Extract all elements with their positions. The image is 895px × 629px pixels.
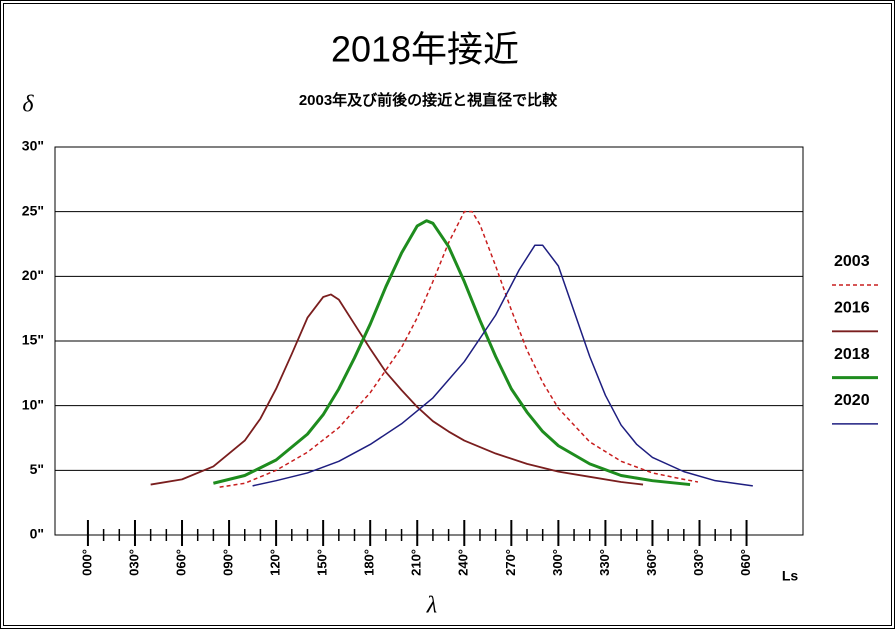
frame-inner <box>3 3 892 626</box>
y-tick-label: 20" <box>22 267 44 283</box>
x-tick-label: 360° <box>644 549 659 576</box>
x-tick-label: 330° <box>597 549 612 576</box>
y-tick-label: 30" <box>22 138 44 154</box>
series-line <box>150 293 644 486</box>
y-tick-label: 15" <box>22 332 44 348</box>
x-tick-label: 210° <box>409 549 424 576</box>
legend-label: 2018 <box>834 346 870 363</box>
x-tick-label: 120° <box>268 549 283 576</box>
x-tick-label: 240° <box>456 549 471 576</box>
legend-label: 2020 <box>834 392 870 409</box>
legend-label: 2003 <box>834 253 870 270</box>
x-tick-label: 180° <box>362 549 377 576</box>
x-tick-label: 000° <box>79 549 94 576</box>
x-tick-label: 150° <box>315 549 330 576</box>
chart-subtitle: 2003年及び前後の接近と視直径で比較 <box>299 91 558 109</box>
x-unit-label: Ls <box>782 568 799 584</box>
x-tick-label: 060° <box>173 549 188 576</box>
chart-title: 2018年接近 <box>331 29 519 70</box>
legend-label: 2016 <box>834 300 870 317</box>
y-tick-label: 5" <box>30 461 44 477</box>
y-tick-label: 10" <box>22 396 44 412</box>
series-line <box>252 244 753 487</box>
x-tick-label: 270° <box>503 549 518 576</box>
y-tick-label: 25" <box>22 202 44 218</box>
plot-border <box>54 146 804 536</box>
x-tick-label: 030° <box>126 549 141 576</box>
series-line <box>219 210 699 488</box>
x-axis-label: λ <box>426 593 437 619</box>
series-line <box>213 219 691 487</box>
x-tick-label: 090° <box>221 549 236 576</box>
y-axis-label: δ <box>22 92 34 118</box>
y-tick-label: 0" <box>30 526 44 542</box>
x-tick-label: 300° <box>550 549 565 576</box>
x-tick-label: 030° <box>691 549 706 576</box>
x-tick-label: 060° <box>738 549 753 576</box>
